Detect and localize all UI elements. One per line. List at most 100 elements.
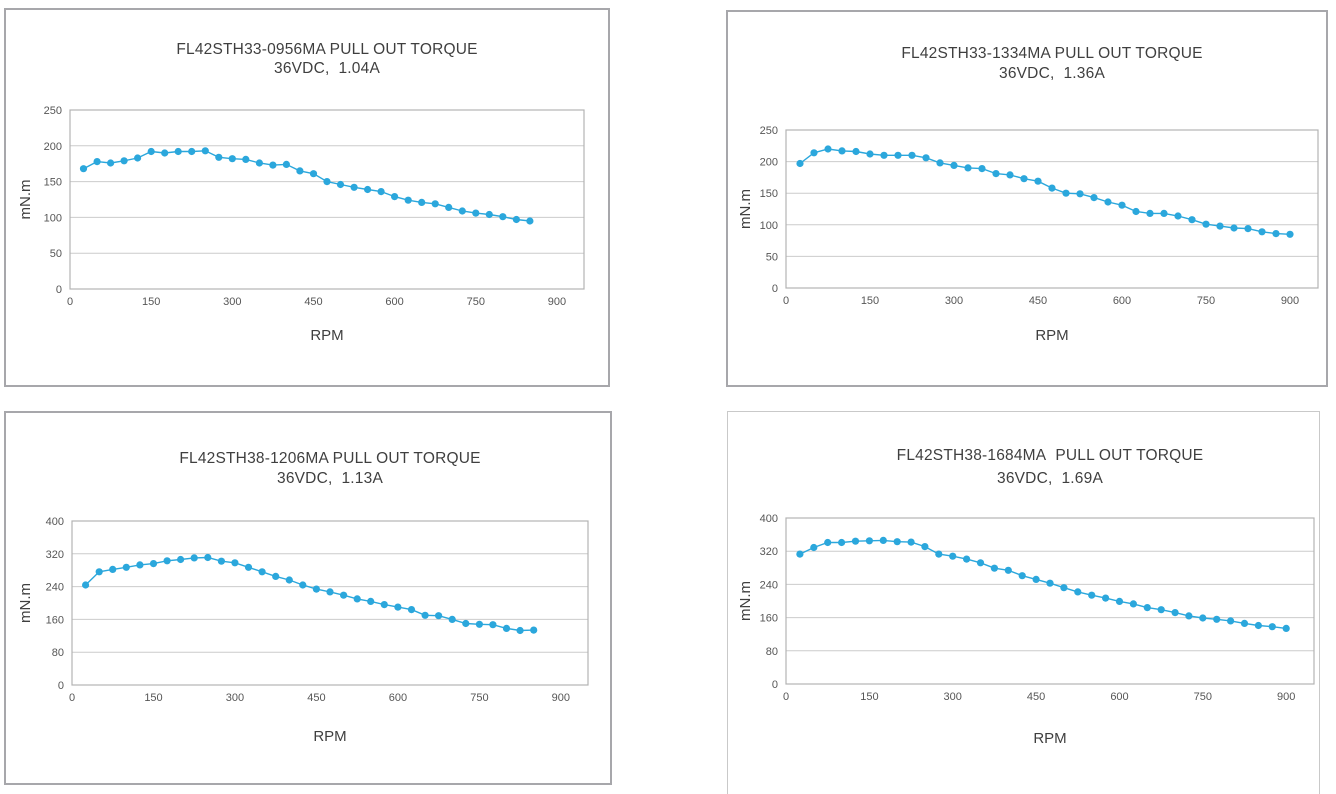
x-axis-label: RPM: [313, 728, 346, 745]
data-point: [418, 198, 426, 206]
x-tick-label: 600: [389, 692, 407, 704]
data-point: [272, 572, 280, 580]
data-point: [312, 585, 320, 593]
x-tick-label: 450: [304, 296, 322, 308]
data-point: [530, 626, 538, 634]
data-point: [407, 606, 416, 614]
data-point: [353, 595, 361, 603]
y-tick-label: 150: [760, 188, 778, 200]
data-point: [935, 550, 943, 558]
data-point: [1129, 600, 1137, 608]
data-point: [475, 620, 483, 628]
data-point: [1018, 572, 1026, 580]
y-tick-label: 100: [760, 220, 778, 232]
data-point: [893, 538, 901, 546]
data-point: [1048, 184, 1056, 192]
data-point: [1143, 604, 1151, 612]
data-point: [1006, 171, 1014, 179]
data-point: [394, 603, 402, 611]
data-point: [1034, 177, 1042, 185]
data-point: [380, 601, 388, 609]
torque-series-line: [83, 150, 530, 222]
data-point: [1286, 230, 1294, 238]
x-tick-label: 300: [945, 295, 963, 307]
y-tick-label: 0: [772, 679, 778, 691]
chart-subtitle: 36VDC, 1.04A: [274, 60, 380, 77]
x-tick-label: 150: [860, 691, 878, 703]
y-tick-label: 80: [766, 646, 778, 658]
chart-title: FL42STH33-1334MA PULL OUT TORQUE: [901, 45, 1202, 62]
data-point: [1244, 225, 1252, 233]
data-point: [377, 188, 385, 196]
data-point: [838, 147, 846, 155]
y-tick-label: 200: [44, 141, 62, 153]
data-point: [796, 550, 804, 558]
data-point: [851, 537, 860, 545]
x-tick-label: 900: [1277, 691, 1295, 703]
data-point: [1132, 207, 1140, 216]
data-point: [431, 200, 439, 208]
data-point: [880, 151, 888, 159]
data-point: [163, 557, 171, 565]
y-tick-label: 400: [760, 513, 778, 525]
data-point: [485, 210, 493, 219]
data-point: [1046, 579, 1054, 587]
data-point: [120, 157, 128, 165]
data-point: [1090, 194, 1098, 202]
data-point: [296, 167, 304, 175]
x-axis-label: RPM: [310, 327, 343, 344]
data-point: [1258, 228, 1266, 236]
pull-out-torque-chart-1334ma: 0 50 100 150 200 250 0 150 300 450 600 750 900 FL42ST…: [737, 45, 1319, 344]
data-point: [949, 552, 957, 560]
x-tick-label: 150: [144, 692, 162, 704]
chart-subtitle: 36VDC, 1.36A: [999, 65, 1105, 82]
data-point: [1146, 209, 1154, 217]
data-point: [95, 568, 103, 576]
x-tick-label: 900: [552, 692, 570, 704]
data-point: [285, 576, 293, 584]
data-point: [244, 563, 253, 571]
data-point: [109, 565, 117, 573]
x-tick-label: 750: [1194, 691, 1212, 703]
data-point: [1032, 575, 1040, 583]
x-tick-label: 600: [1113, 295, 1131, 307]
data-point: [852, 147, 860, 156]
y-tick-label: 160: [760, 613, 778, 625]
data-point: [1118, 201, 1126, 209]
data-point: [188, 147, 196, 156]
data-point: [161, 149, 169, 157]
x-tick-label: 450: [1027, 691, 1045, 703]
data-point: [445, 203, 453, 211]
data-point: [79, 165, 88, 173]
data-point: [950, 161, 958, 169]
data-point: [217, 557, 225, 565]
data-point: [516, 626, 524, 635]
data-point: [404, 196, 412, 204]
data-point: [174, 147, 182, 156]
data-point: [201, 147, 209, 155]
data-point: [367, 597, 375, 605]
plot-frame: [71, 520, 589, 686]
plot-frame: [69, 109, 585, 290]
plot-frame: [785, 129, 1319, 289]
data-point: [908, 151, 916, 159]
data-point: [1104, 198, 1112, 206]
y-tick-label: 100: [44, 212, 62, 224]
chart-panel-fl42sth33-0956ma: 0 50 100 150 200 250 0 150 300 450 600 750 900 FL42ST…: [4, 8, 610, 387]
data-point: [824, 538, 832, 547]
data-point: [964, 164, 972, 172]
data-point: [299, 581, 307, 589]
x-tick-label: 0: [783, 295, 789, 307]
data-point: [136, 561, 144, 569]
x-tick-label: 0: [67, 296, 73, 308]
data-point: [1174, 212, 1182, 220]
data-point: [258, 568, 266, 576]
data-point: [936, 159, 944, 167]
y-tick-label: 320: [760, 546, 778, 558]
data-point: [1074, 588, 1082, 596]
data-point: [907, 538, 915, 546]
y-axis-label: mN.m: [17, 180, 34, 220]
x-tick-label: 750: [1197, 295, 1215, 307]
x-tick-label: 450: [1029, 295, 1047, 307]
y-tick-label: 150: [44, 177, 62, 189]
